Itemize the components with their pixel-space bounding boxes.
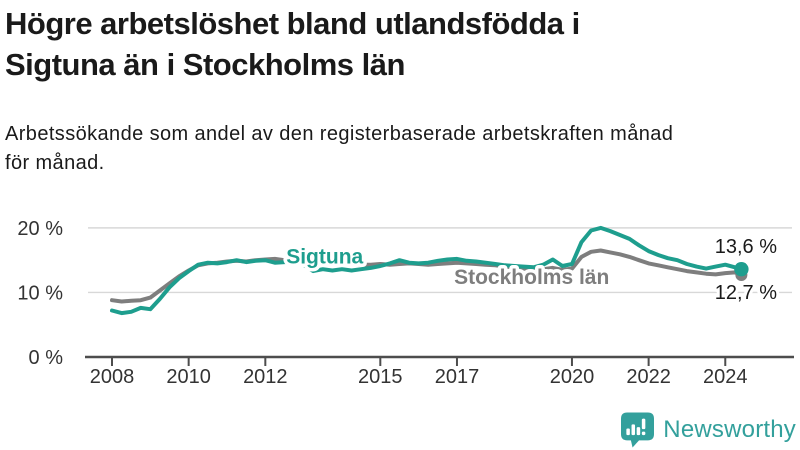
- series-line-stockholms-l-n: [110, 248, 744, 304]
- unemployment-line-chart: 0 % 10 % 20 % 2008 2010 2012 2015 2017 2020 2022 2…: [17, 218, 794, 388]
- chart-subtitle: Arbetssökande som andel av den registerb…: [5, 120, 795, 178]
- x-tick-label: 2024: [703, 366, 748, 388]
- series-line-sigtuna: [110, 225, 744, 316]
- series-label-sigtuna: Sigtuna: [286, 245, 363, 268]
- x-tick-label: 2020: [550, 366, 595, 388]
- brand-name: Newsworthy: [663, 416, 796, 443]
- series-label-stockholms-l-n: Stockholms län: [454, 266, 609, 289]
- x-tick-label: 2008: [90, 366, 135, 388]
- x-tick-label: 2022: [626, 366, 671, 388]
- y-tick-label: 10 %: [17, 282, 63, 304]
- series-end-dot: [734, 261, 749, 277]
- newsworthy-logo-icon: [621, 412, 655, 448]
- title-line-2: Sigtuna än i Stockholms län: [5, 46, 405, 82]
- y-tick-label: 20 %: [17, 218, 63, 240]
- subtitle-line-1: Arbetssökande som andel av den registerb…: [5, 123, 674, 145]
- page-title: Högre arbetslöshet bland utlandsfödda i S…: [5, 4, 775, 86]
- subtitle-line-2: för månad.: [5, 152, 105, 174]
- x-tick-label: 2015: [358, 366, 403, 388]
- x-tick-label: 2017: [435, 366, 480, 388]
- newsworthy-logo: Newsworthy: [621, 412, 796, 448]
- x-tick-label: 2012: [243, 366, 288, 388]
- series-end-value-label: 13,6 %: [715, 236, 777, 258]
- y-tick-label: 0 %: [29, 347, 64, 369]
- x-tick-label: 2010: [166, 366, 211, 388]
- series-end-value-label: 12,7 %: [715, 282, 777, 304]
- title-line-1: Högre arbetslöshet bland utlandsfödda i: [5, 6, 580, 41]
